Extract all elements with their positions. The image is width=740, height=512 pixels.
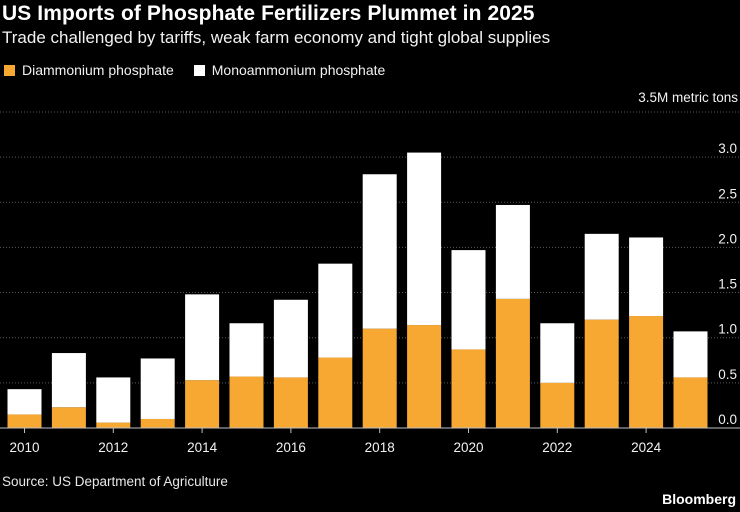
- bar-dap-2014: [185, 380, 220, 428]
- legend-label-map: Monoammonium phosphate: [211, 62, 386, 78]
- y-tick-label: 2.0: [718, 231, 737, 246]
- bar-dap-2019: [407, 325, 442, 428]
- bar-dap-2017: [318, 357, 353, 428]
- bar-map-2020: [451, 250, 486, 350]
- bar-dap-2018: [362, 328, 397, 428]
- legend-item-dap: Diammonium phosphate: [4, 62, 174, 78]
- bar-dap-2012: [96, 422, 131, 428]
- bar-map-2018: [362, 174, 397, 329]
- chart-title: US Imports of Phosphate Fertilizers Plum…: [2, 2, 535, 25]
- y-tick-label: 2.5: [718, 186, 737, 201]
- bar-dap-2023: [584, 319, 619, 428]
- y-tick-label: 3.0: [718, 141, 737, 156]
- legend: Diammonium phosphate Monoammonium phosph…: [4, 62, 405, 78]
- legend-item-map: Monoammonium phosphate: [193, 62, 386, 78]
- y-tick-label: 1.5: [718, 277, 737, 292]
- bar-dap-2021: [495, 298, 530, 428]
- x-tick-label: 2014: [187, 440, 218, 455]
- bar-map-2010: [7, 389, 42, 415]
- bar-dap-2011: [51, 407, 86, 428]
- y-tick-label: 0.5: [718, 367, 737, 382]
- x-tick-label: 2020: [453, 440, 483, 455]
- bar-map-2022: [540, 323, 575, 383]
- bar-map-2021: [495, 204, 530, 299]
- bar-map-2013: [140, 358, 175, 419]
- x-tick-label: 2010: [9, 440, 39, 455]
- legend-label-dap: Diammonium phosphate: [22, 62, 174, 78]
- y-tick-label: 1.0: [718, 322, 737, 337]
- bar-map-2023: [584, 233, 619, 320]
- bar-map-2015: [229, 323, 264, 377]
- x-tick-label: 2018: [365, 440, 395, 455]
- bar-dap-2015: [229, 376, 264, 428]
- bar-map-2024: [629, 237, 664, 317]
- x-tick-label: 2024: [631, 440, 662, 455]
- source-note: Source: US Department of Agriculture: [2, 474, 228, 489]
- bar-map-2012: [96, 377, 131, 423]
- brand-logo: Bloomberg: [662, 491, 736, 507]
- bar-dap-2020: [451, 349, 486, 428]
- bar-map-2011: [51, 353, 86, 408]
- bar-dap-2022: [540, 382, 575, 428]
- bar-map-2016: [273, 299, 308, 378]
- bar-map-2014: [185, 294, 220, 381]
- x-tick-label: 2022: [542, 440, 572, 455]
- bar-map-2019: [407, 152, 442, 326]
- legend-swatch-map: [193, 64, 205, 76]
- legend-swatch-dap: [4, 64, 15, 76]
- y-axis-unit-label: 3.5M metric tons: [638, 90, 738, 105]
- x-tick-label: 2016: [276, 440, 306, 455]
- bar-dap-2025: [673, 377, 708, 428]
- bar-dap-2024: [629, 316, 664, 428]
- bar-dap-2016: [273, 377, 308, 428]
- y-tick-label: 0.0: [718, 412, 737, 427]
- bar-dap-2013: [140, 418, 175, 428]
- bar-map-2017: [318, 263, 353, 358]
- x-tick-label: 2012: [98, 440, 128, 455]
- bar-dap-2010: [7, 414, 42, 428]
- chart-subtitle: Trade challenged by tariffs, weak farm e…: [2, 28, 551, 47]
- bar-map-2025: [673, 331, 708, 378]
